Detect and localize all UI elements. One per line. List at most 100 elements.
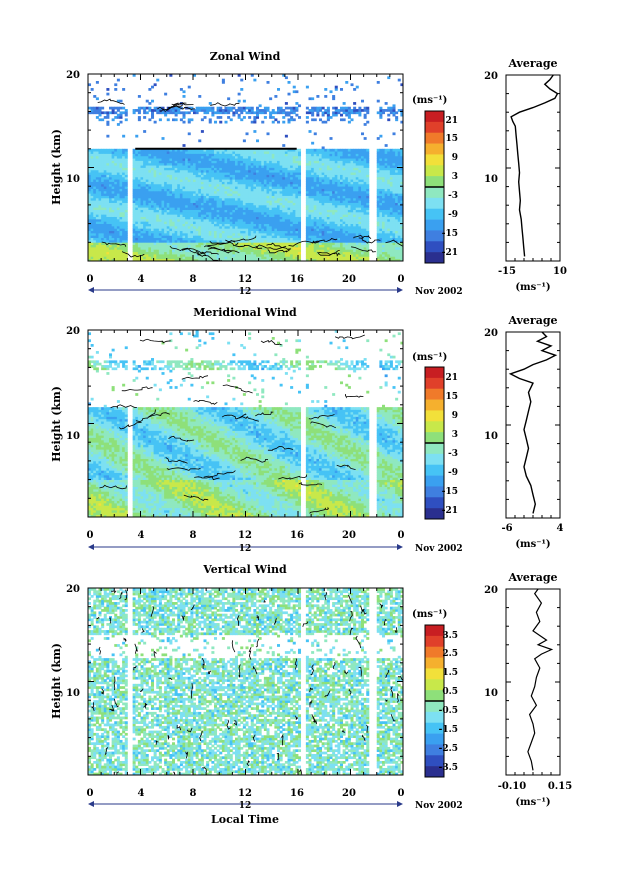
heatmap-cell bbox=[284, 106, 288, 110]
heatmap-cell bbox=[340, 216, 344, 220]
heatmap-cell bbox=[122, 193, 126, 196]
heatmap-cell bbox=[156, 230, 160, 234]
heatmap-cell bbox=[237, 256, 241, 260]
heatmap-cell bbox=[174, 237, 178, 241]
heatmap-cell bbox=[185, 200, 189, 203]
heatmap-cell bbox=[321, 239, 325, 243]
heatmap-cell bbox=[305, 230, 309, 234]
heatmap-cell bbox=[258, 253, 262, 257]
heatmap-cell bbox=[198, 95, 202, 98]
heatmap-cell bbox=[332, 167, 336, 171]
heatmap-cell bbox=[158, 225, 162, 229]
heatmap-cell bbox=[172, 225, 176, 229]
heatmap-cell bbox=[311, 218, 315, 222]
heatmap-cell bbox=[143, 155, 147, 159]
heatmap-cell bbox=[177, 235, 181, 239]
heatmap-cell bbox=[240, 230, 244, 234]
heatmap-cell bbox=[161, 225, 165, 229]
heatmap-cell bbox=[140, 167, 144, 171]
heatmap-cell bbox=[279, 218, 283, 222]
heatmap-cell bbox=[187, 237, 191, 241]
heatmap-cell bbox=[277, 242, 281, 246]
heatmap-cell bbox=[321, 190, 325, 194]
heatmap-cell bbox=[122, 211, 126, 215]
heatmap-cell bbox=[347, 235, 351, 239]
heatmap-cell bbox=[106, 228, 110, 232]
heatmap-cell bbox=[274, 253, 278, 257]
heatmap-cell bbox=[211, 239, 215, 243]
heatmap-cell bbox=[190, 148, 194, 152]
heatmap-cell bbox=[269, 253, 273, 257]
heatmap-cell bbox=[166, 256, 170, 260]
heatmap-cell bbox=[237, 176, 241, 180]
heatmap-cell bbox=[193, 174, 197, 178]
heatmap-cell bbox=[316, 256, 320, 260]
heatmap-cell bbox=[342, 200, 346, 203]
heatmap-cell bbox=[103, 190, 107, 194]
heatmap-cell bbox=[295, 167, 299, 171]
heatmap-cell bbox=[164, 228, 168, 232]
heatmap-cell bbox=[284, 225, 288, 229]
heatmap-cell bbox=[148, 237, 152, 241]
heatmap-cell bbox=[282, 249, 286, 253]
heatmap-cell bbox=[88, 232, 92, 236]
heatmap-cell bbox=[132, 193, 136, 196]
heatmap-cell bbox=[172, 186, 176, 189]
heatmap-cell bbox=[88, 207, 92, 210]
heatmap-cell bbox=[345, 242, 349, 246]
heatmap-cell bbox=[261, 160, 265, 164]
heatmap-cell bbox=[208, 244, 212, 248]
heatmap-cell bbox=[174, 183, 178, 187]
heatmap-cell bbox=[305, 172, 309, 175]
heatmap-cell bbox=[169, 225, 173, 229]
heatmap-cell bbox=[253, 190, 257, 194]
heatmap-cell bbox=[229, 148, 233, 152]
heatmap-cell bbox=[151, 242, 155, 246]
heatmap-cell bbox=[179, 181, 183, 185]
heatmap-cell bbox=[321, 176, 325, 180]
heatmap-cell bbox=[198, 193, 202, 196]
heatmap-cell bbox=[240, 179, 244, 182]
heatmap-cell bbox=[109, 195, 113, 199]
heatmap-cell bbox=[124, 174, 128, 178]
heatmap-cell bbox=[169, 249, 173, 253]
heatmap-cell bbox=[279, 237, 283, 241]
heatmap-cell bbox=[190, 225, 194, 229]
heatmap-cell bbox=[156, 253, 160, 257]
heatmap-cell bbox=[151, 174, 155, 178]
heatmap-cell bbox=[208, 200, 212, 203]
heatmap-cell bbox=[119, 242, 123, 246]
heatmap-cell bbox=[187, 232, 191, 236]
heatmap-cell bbox=[232, 186, 236, 189]
heatmap-cell bbox=[256, 160, 260, 164]
heatmap-cell bbox=[179, 249, 183, 253]
heatmap-cell bbox=[206, 169, 210, 173]
heatmap-cell bbox=[140, 230, 144, 234]
heatmap-cell bbox=[319, 118, 323, 122]
heatmap-cell bbox=[124, 218, 128, 222]
heatmap-cell bbox=[221, 155, 225, 159]
heatmap-cell bbox=[242, 183, 246, 187]
heatmap-cell bbox=[187, 218, 191, 222]
heatmap-cell bbox=[185, 153, 189, 157]
heatmap-cell bbox=[103, 223, 107, 227]
heatmap-cell bbox=[235, 153, 239, 157]
heatmap-cell bbox=[95, 172, 99, 175]
heatmap-cell bbox=[347, 228, 351, 232]
heatmap-cell bbox=[219, 174, 223, 178]
heatmap-cell bbox=[161, 216, 165, 220]
heatmap-cell bbox=[124, 111, 128, 115]
heatmap-cell bbox=[250, 109, 254, 112]
heatmap-cell bbox=[116, 174, 120, 178]
heatmap-cell bbox=[221, 169, 225, 173]
heatmap-cell bbox=[177, 181, 181, 185]
heatmap-cell bbox=[248, 216, 252, 220]
heatmap-cell bbox=[140, 188, 144, 192]
heatmap-cell bbox=[211, 151, 215, 154]
heatmap-cell bbox=[211, 209, 215, 213]
heatmap-cell bbox=[135, 228, 139, 232]
heatmap-cell bbox=[161, 162, 165, 166]
heatmap-cell bbox=[305, 211, 309, 215]
heatmap-cell bbox=[103, 193, 107, 196]
heatmap-cell bbox=[88, 167, 92, 171]
